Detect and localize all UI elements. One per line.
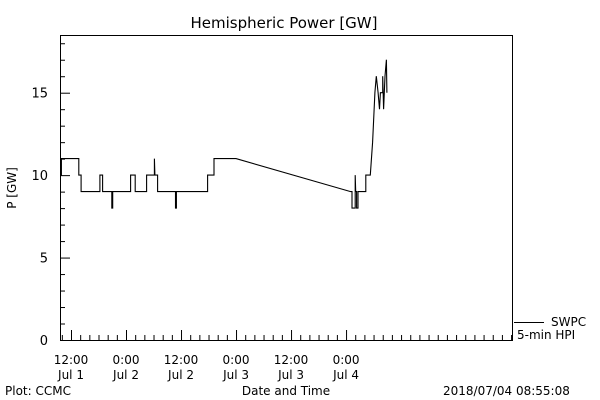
x-tick-time-label: 12:00 [274, 353, 309, 367]
x-tick-date-label: Jul 3 [222, 368, 249, 382]
plot-credit: Plot: CCMC [5, 384, 71, 398]
y-tick-label: 0 [40, 334, 48, 349]
chart-title: Hemispheric Power [GW] [191, 14, 378, 32]
legend-entry-swpc: SWPC [551, 315, 586, 329]
x-tick-time-label: 0:00 [333, 353, 360, 367]
series-layer [60, 59, 388, 209]
plot-frame [60, 35, 513, 341]
y-tick-label: 5 [40, 252, 48, 267]
legend: SWPC 5-min HPI [514, 315, 586, 342]
x-tick-date-label: Jul 3 [277, 368, 304, 382]
y-tick-label: 15 [31, 87, 48, 102]
y-axis-ticks: 0 5 10 15 [31, 43, 70, 349]
x-tick-time-label: 12:00 [164, 353, 199, 367]
series-line-swpc [60, 59, 388, 209]
x-tick-time-label: 0:00 [223, 353, 250, 367]
x-tick-time-label: 12:00 [54, 353, 89, 367]
y-axis-label: P [GW] [5, 167, 19, 209]
x-tick-date-label: Jul 1 [57, 368, 84, 382]
y-tick-label: 10 [31, 169, 48, 184]
x-tick-date-label: Jul 2 [167, 368, 194, 382]
plot-timestamp: 2018/07/04 08:55:08 [443, 384, 570, 398]
x-tick-date-label: Jul 4 [332, 368, 359, 382]
legend-entry-5min-hpi: 5-min HPI [517, 328, 575, 342]
x-tick-date-label: Jul 2 [112, 368, 139, 382]
x-axis-label: Date and Time [242, 384, 330, 398]
x-tick-time-label: 0:00 [113, 353, 140, 367]
